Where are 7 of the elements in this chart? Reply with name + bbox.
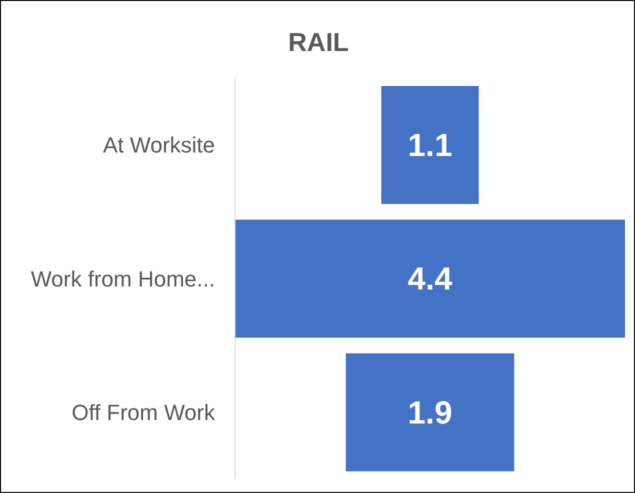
data-label: 4.4: [408, 260, 452, 297]
data-label: 1.9: [408, 394, 452, 430]
category-label: At Worksite: [102, 132, 215, 158]
text: RAIL: [287, 27, 350, 58]
category-label: Off From Work: [72, 400, 216, 425]
data-label: 1.1: [408, 127, 452, 163]
category-label: Work from Home...: [30, 266, 215, 292]
